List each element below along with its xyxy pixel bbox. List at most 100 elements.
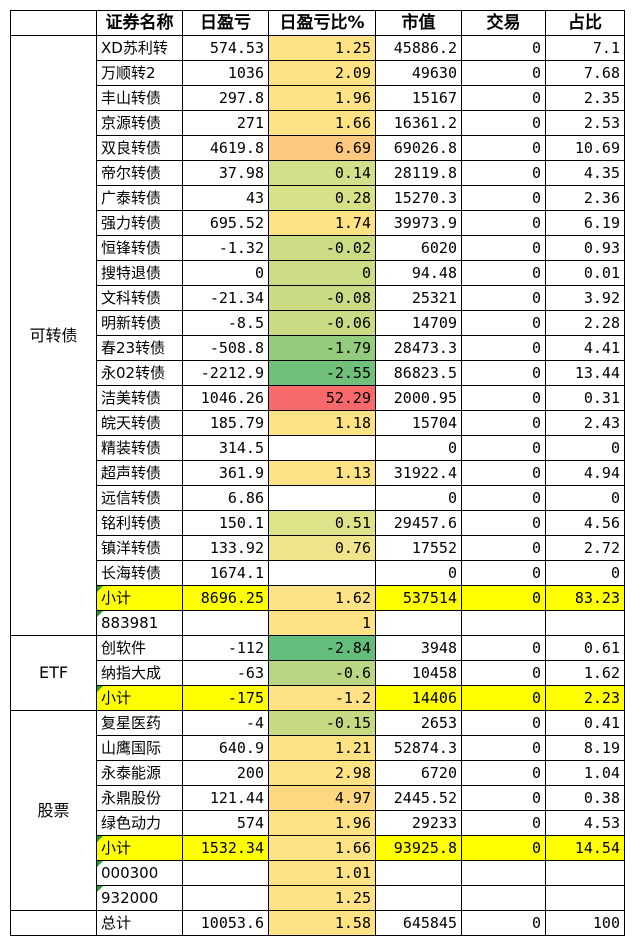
market-value[interactable]: 49630 bbox=[375, 60, 462, 86]
daily-pnl-pct[interactable]: -1.79 bbox=[268, 335, 376, 361]
benchmark-trade[interactable] bbox=[461, 885, 546, 911]
daily-pnl-pct[interactable]: -0.15 bbox=[268, 710, 376, 736]
market-value[interactable]: 69026.8 bbox=[375, 135, 462, 161]
benchmark-pct[interactable]: 1 bbox=[268, 610, 376, 636]
security-name[interactable]: 万顺转2 bbox=[96, 60, 183, 86]
subtotal-market-value[interactable]: 93925.8 bbox=[375, 835, 462, 861]
subtotal-pnl[interactable]: 1532.34 bbox=[182, 835, 269, 861]
security-name[interactable]: XD苏利转 bbox=[96, 35, 183, 61]
trade-count[interactable]: 0 bbox=[461, 285, 546, 311]
market-value[interactable]: 16361.2 bbox=[375, 110, 462, 136]
total-pnl[interactable]: 10053.6 bbox=[182, 910, 269, 936]
daily-pnl-pct[interactable]: -0.06 bbox=[268, 310, 376, 336]
share-pct[interactable]: 13.44 bbox=[545, 360, 625, 386]
share-pct[interactable]: 4.35 bbox=[545, 160, 625, 186]
security-name[interactable]: 复星医药 bbox=[96, 710, 183, 736]
security-name[interactable]: 广泰转债 bbox=[96, 185, 183, 211]
security-name[interactable]: 文科转债 bbox=[96, 285, 183, 311]
trade-count[interactable]: 0 bbox=[461, 110, 546, 136]
share-pct[interactable]: 0.38 bbox=[545, 785, 625, 811]
market-value[interactable]: 6720 bbox=[375, 760, 462, 786]
benchmark-trade[interactable] bbox=[461, 860, 546, 886]
benchmark-code[interactable]: 000300 bbox=[96, 860, 183, 886]
market-value[interactable]: 28119.8 bbox=[375, 160, 462, 186]
share-pct[interactable]: 0 bbox=[545, 485, 625, 511]
trade-count[interactable]: 0 bbox=[461, 210, 546, 236]
trade-count[interactable]: 0 bbox=[461, 185, 546, 211]
daily-pnl[interactable]: 0 bbox=[182, 260, 269, 286]
market-value[interactable]: 0 bbox=[375, 560, 462, 586]
share-pct[interactable]: 0.01 bbox=[545, 260, 625, 286]
trade-count[interactable]: 0 bbox=[461, 260, 546, 286]
benchmark-trade[interactable] bbox=[461, 610, 546, 636]
subtotal-pnl[interactable]: -175 bbox=[182, 685, 269, 711]
subtotal-share[interactable]: 14.54 bbox=[545, 835, 625, 861]
daily-pnl-pct[interactable]: 1.13 bbox=[268, 460, 376, 486]
daily-pnl-pct[interactable]: 1.96 bbox=[268, 810, 376, 836]
security-name[interactable]: 超声转债 bbox=[96, 460, 183, 486]
total-market-value[interactable]: 645845 bbox=[375, 910, 462, 936]
trade-count[interactable]: 0 bbox=[461, 435, 546, 461]
group-label[interactable]: ETF bbox=[10, 635, 97, 711]
daily-pnl[interactable]: 271 bbox=[182, 110, 269, 136]
daily-pnl[interactable]: 640.9 bbox=[182, 735, 269, 761]
share-pct[interactable]: 0 bbox=[545, 435, 625, 461]
trade-count[interactable]: 0 bbox=[461, 310, 546, 336]
daily-pnl-pct[interactable]: 0.28 bbox=[268, 185, 376, 211]
subtotal-trade[interactable]: 0 bbox=[461, 685, 546, 711]
share-pct[interactable]: 4.41 bbox=[545, 335, 625, 361]
benchmark-share[interactable] bbox=[545, 885, 625, 911]
security-name[interactable]: 精装转债 bbox=[96, 435, 183, 461]
daily-pnl-pct[interactable]: -2.55 bbox=[268, 360, 376, 386]
market-value[interactable]: 29233 bbox=[375, 810, 462, 836]
trade-count[interactable]: 0 bbox=[461, 385, 546, 411]
daily-pnl-pct[interactable]: 1.74 bbox=[268, 210, 376, 236]
daily-pnl[interactable]: 695.52 bbox=[182, 210, 269, 236]
daily-pnl-pct[interactable]: 6.69 bbox=[268, 135, 376, 161]
trade-count[interactable]: 0 bbox=[461, 485, 546, 511]
daily-pnl[interactable]: 200 bbox=[182, 760, 269, 786]
trade-count[interactable]: 0 bbox=[461, 810, 546, 836]
subtotal-market-value[interactable]: 14406 bbox=[375, 685, 462, 711]
benchmark-code[interactable]: 932000 bbox=[96, 885, 183, 911]
share-pct[interactable]: 0.31 bbox=[545, 385, 625, 411]
security-name[interactable]: 双良转债 bbox=[96, 135, 183, 161]
trade-count[interactable]: 0 bbox=[461, 785, 546, 811]
security-name[interactable]: 京源转债 bbox=[96, 110, 183, 136]
share-pct[interactable]: 2.53 bbox=[545, 110, 625, 136]
share-pct[interactable]: 4.56 bbox=[545, 510, 625, 536]
trade-count[interactable]: 0 bbox=[461, 360, 546, 386]
share-pct[interactable]: 0.93 bbox=[545, 235, 625, 261]
daily-pnl[interactable]: 121.44 bbox=[182, 785, 269, 811]
subtotal-pct[interactable]: 1.66 bbox=[268, 835, 376, 861]
group-label[interactable]: 可转债 bbox=[10, 35, 97, 636]
share-pct[interactable]: 0.41 bbox=[545, 710, 625, 736]
subtotal-label[interactable]: 小计 bbox=[96, 585, 183, 611]
trade-count[interactable]: 0 bbox=[461, 510, 546, 536]
daily-pnl-pct[interactable]: 1.25 bbox=[268, 35, 376, 61]
subtotal-label[interactable]: 小计 bbox=[96, 835, 183, 861]
header-name[interactable]: 证券名称 bbox=[96, 10, 183, 36]
daily-pnl[interactable]: 150.1 bbox=[182, 510, 269, 536]
share-pct[interactable]: 2.72 bbox=[545, 535, 625, 561]
daily-pnl[interactable]: -4 bbox=[182, 710, 269, 736]
share-pct[interactable]: 7.68 bbox=[545, 60, 625, 86]
daily-pnl-pct[interactable]: 2.98 bbox=[268, 760, 376, 786]
daily-pnl[interactable]: 4619.8 bbox=[182, 135, 269, 161]
market-value[interactable]: 28473.3 bbox=[375, 335, 462, 361]
trade-count[interactable]: 0 bbox=[461, 535, 546, 561]
subtotal-pct[interactable]: -1.2 bbox=[268, 685, 376, 711]
security-name[interactable]: 恒锋转债 bbox=[96, 235, 183, 261]
benchmark-share[interactable] bbox=[545, 860, 625, 886]
header-trade[interactable]: 交易 bbox=[461, 10, 546, 36]
benchmark-pnl[interactable] bbox=[182, 885, 269, 911]
daily-pnl[interactable]: 185.79 bbox=[182, 410, 269, 436]
security-name[interactable]: 洁美转债 bbox=[96, 385, 183, 411]
daily-pnl-pct[interactable]: 1.18 bbox=[268, 410, 376, 436]
daily-pnl[interactable]: 1674.1 bbox=[182, 560, 269, 586]
security-name[interactable]: 绿色动力 bbox=[96, 810, 183, 836]
security-name[interactable]: 明新转债 bbox=[96, 310, 183, 336]
daily-pnl-pct[interactable] bbox=[268, 435, 376, 461]
trade-count[interactable]: 0 bbox=[461, 135, 546, 161]
daily-pnl-pct[interactable]: -2.84 bbox=[268, 635, 376, 661]
